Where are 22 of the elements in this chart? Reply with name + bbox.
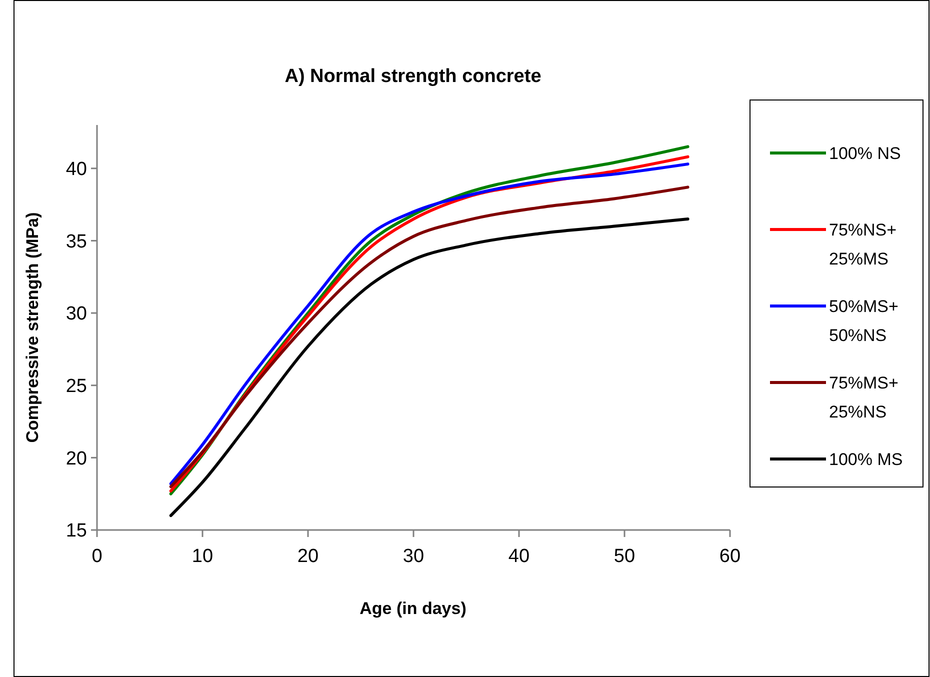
y-tick-label: 30 [66, 304, 87, 325]
y-tick-label: 20 [66, 448, 87, 470]
line-series [169, 218, 690, 518]
x-tick-label: 40 [508, 546, 530, 567]
y-tick-label: 40 [66, 159, 87, 180]
legend-label: 100% NS [829, 144, 901, 163]
x-tick-label: 10 [192, 546, 214, 567]
y-tick-label: 35 [66, 231, 87, 252]
x-tick-label: 0 [92, 546, 102, 567]
y-tick-label: 25 [66, 376, 87, 398]
y-axis-title: Compressive strength (MPa) [23, 212, 42, 443]
x-axis-title: Age (in days) [360, 599, 466, 618]
legend-label: 50%MS+ 50%NS [829, 296, 899, 345]
x-tick-label: 20 [297, 546, 319, 567]
x-tick-label: 50 [614, 546, 636, 567]
x-tick-label: 60 [719, 546, 741, 567]
y-tick-label: 15 [66, 520, 87, 542]
legend-label: 75%MS+ 25%NS [829, 373, 899, 422]
legend-label: 100% MS [829, 450, 903, 469]
x-tick-label: 30 [402, 546, 424, 567]
chart-title: A) Normal strength concrete [284, 66, 542, 87]
legend-label: 75%NS+ 25%MS [829, 220, 897, 268]
